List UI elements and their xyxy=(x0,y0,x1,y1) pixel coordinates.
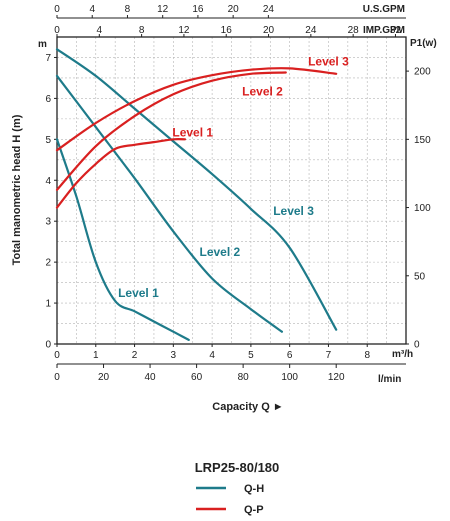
top-axis: U.S.GPM IMP.GPM 0 4 8 12 16 20 240 4 8 12 16 20 24 28… xyxy=(54,4,406,37)
bottom-tick-label-m3h: 8 xyxy=(364,350,370,361)
model-name: LRP25-80/180 xyxy=(195,460,280,475)
top-tick-label-impgpm: 24 xyxy=(305,25,317,36)
bottom-tick-label-m3h: 4 xyxy=(209,350,215,361)
top-tick-label-usgpm: 24 xyxy=(263,4,275,15)
bottom-tick-label-m3h: 2 xyxy=(132,350,138,361)
bottom-tick-label-m3h: 0 xyxy=(54,350,60,361)
qp-curve-level-2 xyxy=(55,71,287,191)
curves xyxy=(55,48,338,341)
left-axis: m Total manometric head H (m) 0 1 2 3 4 5 6 7 xyxy=(11,39,57,351)
top-tick-label-usgpm: 4 xyxy=(89,4,95,15)
bottom-tick-label-m3h: 3 xyxy=(171,350,177,361)
top-tick-label-usgpm: 12 xyxy=(157,4,169,15)
qp-label-level-1: Level 1 xyxy=(172,126,213,140)
left-tick-label: 1 xyxy=(45,299,51,310)
qh-label-level-2: Level 2 xyxy=(200,245,241,259)
curve-labels: Level 1 Level 2 Level 3 Level 1 Level 2 Level… xyxy=(118,55,349,300)
right-tick-label: 100 xyxy=(414,203,431,214)
left-tick-label: 4 xyxy=(45,176,51,187)
qh-label-level-1: Level 1 xyxy=(118,286,159,300)
bottom-tick-label-m3h: 5 xyxy=(248,350,254,361)
bottom-tick-label-lmin: 60 xyxy=(191,372,203,383)
bottom-tick-label-lmin: 40 xyxy=(145,372,157,383)
bottom-tick-label-m3h: 6 xyxy=(287,350,293,361)
qh-curve-level-1 xyxy=(55,138,190,341)
right-tick-label: 50 xyxy=(414,271,426,282)
bottom-tick-label-m3h: 7 xyxy=(326,350,332,361)
grid-lines xyxy=(57,37,406,344)
qp-curve-level-1 xyxy=(55,138,187,209)
right-axis: P1(w) 0 50 100 150 200 xyxy=(406,38,437,351)
top-tick-label-impgpm: 8 xyxy=(139,25,145,36)
bottom-tick-label-lmin: 0 xyxy=(54,372,60,383)
right-tick-label: 0 xyxy=(414,340,420,351)
right-tick-label: 200 xyxy=(414,67,431,78)
legend: Q-H Q-P xyxy=(196,483,264,516)
top-tick-label-impgpm: 4 xyxy=(97,25,103,36)
bottom-tick-label-lmin: 100 xyxy=(281,372,298,383)
bottom-tick-label-m3h: 1 xyxy=(93,350,99,361)
bottom-tick-label-lmin: 120 xyxy=(328,372,345,383)
legend-label-qp: Q-P xyxy=(244,504,264,516)
top-tick-label-usgpm: 8 xyxy=(125,4,131,15)
right-tick-label: 150 xyxy=(414,135,431,146)
top-unit-impgpm: IMP.GPM xyxy=(363,25,405,36)
qp-label-level-2: Level 2 xyxy=(242,85,283,99)
left-unit: m xyxy=(38,39,47,50)
top-tick-label-impgpm: 16 xyxy=(221,25,233,36)
right-unit: P1(w) xyxy=(410,38,437,49)
bottom-unit-lmin: l/min xyxy=(378,374,401,385)
left-tick-label: 6 xyxy=(45,94,51,105)
bottom-axis-title: Capacity Q ► xyxy=(212,401,283,413)
left-tick-label: 3 xyxy=(45,217,51,228)
top-tick-label-impgpm: 12 xyxy=(178,25,190,36)
top-tick-label-impgpm: 28 xyxy=(348,25,360,36)
qh-label-level-3: Level 3 xyxy=(273,204,314,218)
bottom-tick-label-lmin: 80 xyxy=(238,372,250,383)
top-tick-label-impgpm: 32 xyxy=(390,25,402,36)
bottom-tick-label-lmin: 20 xyxy=(98,372,110,383)
top-tick-label-usgpm: 16 xyxy=(192,4,204,15)
top-tick-label-impgpm: 20 xyxy=(263,25,275,36)
top-tick-label-impgpm: 0 xyxy=(54,25,60,36)
qp-curve-level-3 xyxy=(55,67,338,152)
bottom-axis: m³/h l/min Capacity Q ► 0 1 2 3 4 5 6 7 80 20 40 60… xyxy=(54,344,413,413)
left-tick-label: 7 xyxy=(45,53,51,64)
bottom-unit-m3h: m³/h xyxy=(392,349,413,360)
left-axis-title: Total manometric head H (m) xyxy=(11,114,23,265)
top-tick-label-usgpm: 0 xyxy=(54,4,60,15)
left-tick-label: 5 xyxy=(45,135,51,146)
qh-curve-level-3 xyxy=(55,48,338,331)
top-tick-label-usgpm: 20 xyxy=(228,4,240,15)
left-tick-label: 2 xyxy=(45,258,51,269)
legend-label-qh: Q-H xyxy=(244,483,264,495)
qh-curve-level-2 xyxy=(55,74,283,333)
qp-label-level-3: Level 3 xyxy=(308,55,349,69)
top-unit-usgpm: U.S.GPM xyxy=(363,4,405,15)
left-tick-label: 0 xyxy=(45,340,51,351)
